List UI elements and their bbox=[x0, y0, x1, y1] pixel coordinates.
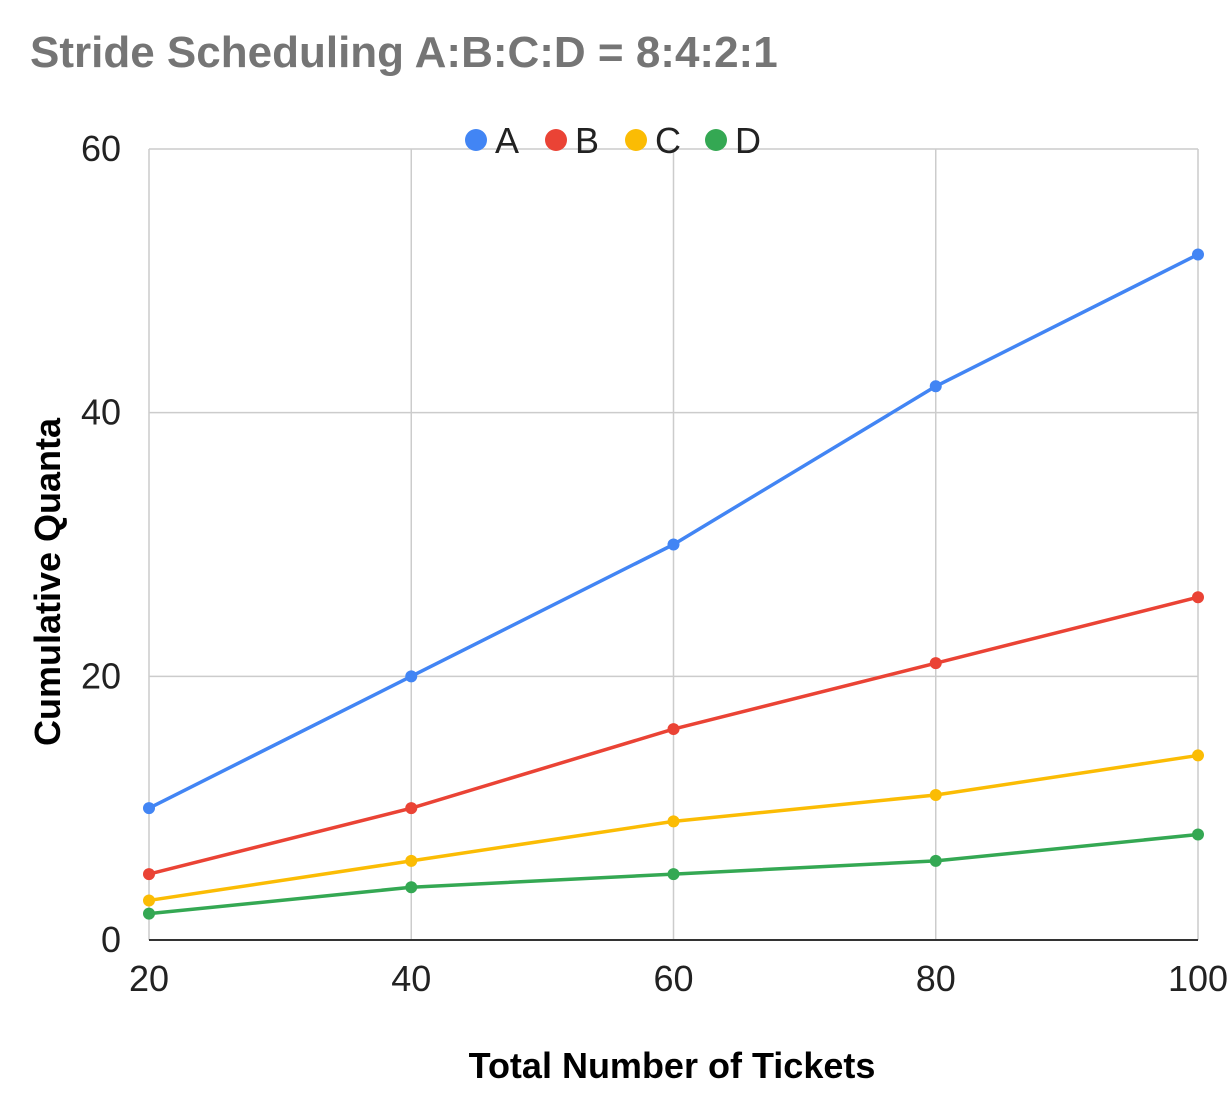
legend-swatch bbox=[545, 129, 567, 151]
data-point-D bbox=[667, 868, 680, 881]
legend-item-D: D bbox=[705, 120, 761, 161]
data-point-B bbox=[405, 802, 418, 815]
data-point-B bbox=[143, 868, 155, 881]
data-point-B bbox=[1192, 591, 1204, 604]
legend-label: C bbox=[655, 120, 681, 161]
y-axis-title: Cumulative Quanta bbox=[27, 417, 68, 746]
legend-item-A: A bbox=[465, 120, 519, 161]
series-B bbox=[143, 591, 1204, 881]
legend-item-B: B bbox=[545, 120, 599, 161]
data-point-A bbox=[143, 802, 155, 815]
data-point-A bbox=[405, 670, 418, 683]
data-point-A bbox=[667, 538, 680, 551]
data-point-C bbox=[405, 854, 418, 867]
series-D bbox=[143, 828, 1204, 920]
data-point-C bbox=[1192, 749, 1204, 762]
data-point-D bbox=[405, 881, 418, 894]
series-layer bbox=[143, 248, 1204, 920]
data-point-B bbox=[667, 723, 680, 736]
data-point-C bbox=[929, 788, 942, 801]
data-point-C bbox=[143, 894, 155, 907]
y-tick-label: 40 bbox=[81, 392, 121, 433]
legend-swatch bbox=[625, 129, 647, 151]
data-point-D bbox=[1192, 828, 1204, 841]
legend-item-C: C bbox=[625, 120, 681, 161]
data-point-A bbox=[929, 380, 942, 393]
legend-swatch bbox=[705, 129, 727, 151]
y-tick-label: 0 bbox=[101, 919, 121, 960]
data-point-D bbox=[929, 854, 942, 867]
series-C bbox=[143, 749, 1204, 907]
y-tick-label: 20 bbox=[81, 655, 121, 696]
legend-swatch bbox=[465, 129, 487, 151]
data-point-B bbox=[929, 657, 942, 670]
x-tick-label: 60 bbox=[653, 958, 693, 999]
x-tick-label: 40 bbox=[391, 958, 431, 999]
data-point-A bbox=[1192, 248, 1204, 261]
x-tick-label: 20 bbox=[129, 958, 169, 999]
x-axis-title: Total Number of Tickets bbox=[469, 1045, 876, 1086]
data-point-C bbox=[667, 815, 680, 828]
y-tick-label: 60 bbox=[81, 128, 121, 169]
legend-label: A bbox=[495, 120, 519, 161]
x-tick-label: 80 bbox=[916, 958, 956, 999]
legend: A B C D bbox=[465, 120, 761, 161]
series-A bbox=[143, 248, 1204, 815]
x-tick-label: 100 bbox=[1168, 958, 1228, 999]
chart-title: Stride Scheduling A:B:C:D = 8:4:2:1 bbox=[30, 28, 778, 77]
data-point-D bbox=[143, 907, 155, 920]
legend-label: B bbox=[575, 120, 599, 161]
legend-label: D bbox=[735, 120, 761, 161]
